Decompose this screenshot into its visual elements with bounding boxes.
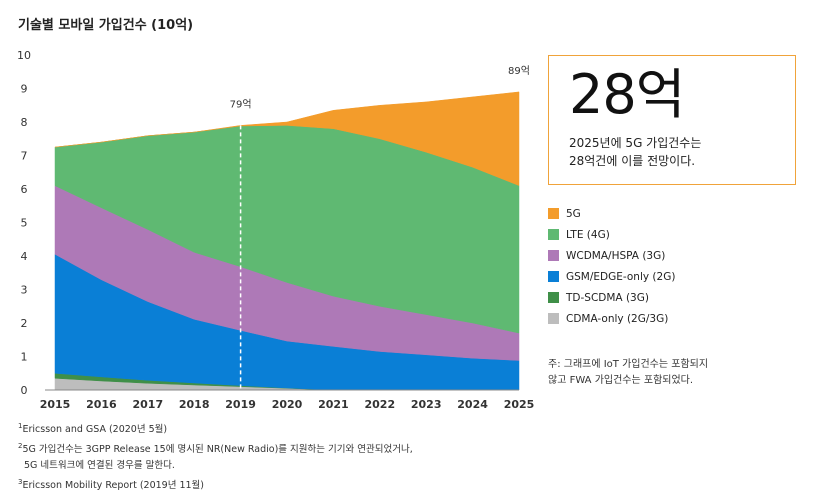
footnote-line: 1Ericsson and GSA (2020년 5월)	[18, 418, 413, 438]
annotation-label: 89억	[508, 65, 530, 77]
footnote-text: 5G 가입건수는 3GPP Release 15에 명시된 NR(New Rad…	[22, 444, 413, 456]
legend-item: LTE (4G)	[548, 224, 675, 245]
highlight-description: 2025년에 5G 가입건수는 28억건에 이를 전망이다.	[569, 136, 702, 168]
area-layer	[54, 91, 520, 391]
footnote-mark: 2	[18, 442, 23, 451]
y-tick-label: 5	[21, 217, 28, 230]
legend-item: GSM/EDGE-only (2G)	[548, 266, 675, 287]
y-tick-label: 2	[21, 317, 28, 330]
x-tick-label: 2020	[272, 398, 303, 411]
footnote-line: 5G 네트워크에 연결된 경우를 말한다.	[18, 458, 413, 474]
footnote-line: 3Ericsson Mobility Report (2019년 11월)	[18, 474, 413, 494]
legend-swatch	[548, 292, 559, 303]
annotation-layer: 79억 89억	[230, 65, 530, 390]
footnote-mark: 1	[18, 422, 23, 430]
x-tick-label: 2015	[40, 398, 71, 411]
legend-swatch	[548, 313, 559, 324]
y-tick-label: 0	[21, 384, 28, 397]
y-tick-label: 7	[21, 150, 28, 163]
chart-title: 기술별 모바일 가입건수 (10억)	[18, 18, 194, 33]
x-tick-label: 2022	[364, 398, 395, 411]
axis-layer: 0 1 2 3 4 5 6 7 8 9 10 2015 2016 2017 2018 2019 2020 2021…	[17, 49, 534, 411]
y-tick-label: 4	[21, 250, 28, 263]
footnote-text: Ericsson and GSA (2020년 5월)	[22, 424, 168, 436]
footnote-text: 5G 네트워크에 연결된 경우를 말한다.	[24, 460, 175, 472]
y-tick-label: 8	[21, 116, 28, 129]
y-tick-label: 10	[17, 49, 31, 62]
highlight-box: 28억 2025년에 5G 가입건수는 28억건에 이를 전망이다.	[548, 55, 796, 185]
legend-item: TD-SCDMA (3G)	[548, 287, 675, 308]
y-tick-label: 9	[21, 83, 28, 96]
footnotes: 1Ericsson and GSA (2020년 5월) 25G 가입건수는 3G…	[18, 418, 413, 494]
legend-label: WCDMA/HSPA (3G)	[566, 249, 666, 262]
area-5g	[54, 91, 520, 186]
legend-label: LTE (4G)	[566, 228, 610, 241]
footnote-mark: 3	[18, 478, 23, 487]
legend-label: TD-SCDMA (3G)	[566, 291, 649, 304]
x-tick-label: 2024	[457, 398, 488, 411]
x-tick-label: 2023	[411, 398, 442, 411]
footnote-text: Ericsson Mobility Report (2019년 11월)	[22, 480, 205, 492]
legend-item: CDMA-only (2G/3G)	[548, 308, 675, 329]
legend-item: WCDMA/HSPA (3G)	[548, 245, 675, 266]
legend-swatch	[548, 229, 559, 240]
x-tick-label: 2017	[132, 398, 163, 411]
legend: 5G LTE (4G) WCDMA/HSPA (3G) GSM/EDGE-only (…	[548, 203, 675, 329]
legend-label: 5G	[566, 207, 581, 220]
x-tick-label: 2018	[179, 398, 210, 411]
footnote-line: 25G 가입건수는 3GPP Release 15에 명시된 NR(New Ra…	[18, 438, 413, 458]
x-tick-label: 2025	[504, 398, 535, 411]
legend-swatch	[548, 271, 559, 282]
highlight-value: 28억	[569, 63, 685, 126]
x-tick-label: 2019	[225, 398, 256, 411]
legend-label: CDMA-only (2G/3G)	[566, 312, 669, 325]
legend-swatch	[548, 208, 559, 219]
x-tick-label: 2021	[318, 398, 349, 411]
side-note: 주: 그래프에 IoT 가입건수는 포함되지 않고 FWA 가입건수는 포함되었…	[548, 359, 709, 386]
y-tick-label: 3	[21, 284, 28, 297]
x-tick-label: 2016	[86, 398, 117, 411]
legend-swatch	[548, 250, 559, 261]
legend-label: GSM/EDGE-only (2G)	[566, 270, 676, 283]
y-tick-label: 6	[21, 183, 28, 196]
annotation-label: 79억	[230, 98, 252, 110]
y-tick-label: 1	[21, 351, 28, 364]
legend-item: 5G	[548, 203, 675, 224]
